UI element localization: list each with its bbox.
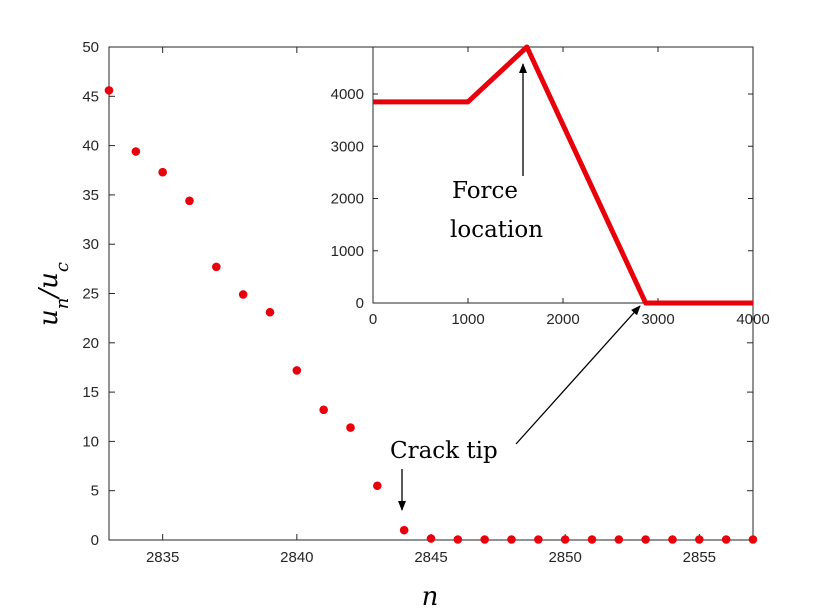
- main-x-axis-label: n: [422, 582, 439, 612]
- main-x-tick-label: 2850: [548, 549, 581, 566]
- data-point: [373, 481, 382, 491]
- data-point: [292, 366, 302, 375]
- main-y-tick-label: 20: [82, 335, 99, 352]
- main-y-tick-label: 30: [82, 236, 99, 253]
- data-point: [668, 535, 677, 544]
- inset-data-line: [373, 44, 753, 306]
- main-y-tick-label: 5: [91, 483, 99, 500]
- data-point: [158, 167, 167, 177]
- data-point: [212, 262, 221, 272]
- inset-x-tick-label: 2000: [546, 311, 579, 328]
- main-y-tick-label: 40: [82, 138, 99, 155]
- data-point: [319, 405, 328, 415]
- data-point: [507, 535, 516, 544]
- data-point: [641, 535, 650, 544]
- inset-y-tick-label: 1000: [331, 243, 364, 260]
- data-point: [104, 86, 114, 95]
- main-x-tick-label: 2840: [280, 549, 313, 566]
- main-x-tick-label: 2845: [414, 549, 447, 566]
- data-point: [453, 535, 463, 544]
- inset-x-tick-label: 3000: [641, 311, 674, 328]
- main-ticks: 2835 2840 2845 2850 2855 0 5 10 15 20 25 30 35 40 45 50: [82, 39, 753, 566]
- main-y-tick-label: 10: [82, 433, 99, 450]
- inset-x-tick-label: 0: [369, 311, 377, 328]
- inset-y-tick-label: 0: [356, 295, 364, 312]
- inset-y-tick-label: 4000: [331, 86, 364, 103]
- inset-plot-frame: [372, 46, 754, 304]
- data-point: [238, 290, 248, 299]
- data-point: [587, 535, 597, 544]
- data-point: [399, 525, 409, 535]
- data-point: [560, 535, 570, 544]
- main-y-tick-label: 25: [82, 286, 99, 303]
- crack-tip-label: Crack tip: [390, 438, 498, 464]
- main-y-tick-label: 0: [91, 532, 99, 549]
- data-point: [695, 535, 704, 544]
- inset-plot: 0 1000 2000 3000 4000 0 1000 2000 3000 4000: [331, 44, 770, 328]
- data-point: [131, 147, 141, 156]
- main-y-axis-label: un/uc: [34, 262, 73, 326]
- data-point: [748, 535, 758, 544]
- data-point: [614, 535, 624, 544]
- data-point: [426, 534, 436, 543]
- inset-y-tick-label: 2000: [331, 191, 364, 208]
- crack-tip-to-inset-arrow: [515, 305, 641, 445]
- data-point: [346, 423, 355, 432]
- main-y-tick-label: 35: [82, 187, 99, 204]
- inset-x-tick-label: 1000: [451, 311, 484, 328]
- main-x-tick-label: 2835: [146, 549, 179, 566]
- main-y-tick-label: 15: [82, 384, 99, 401]
- main-y-tick-label: 45: [82, 88, 99, 105]
- force-location-label-line2: location: [450, 217, 543, 243]
- main-x-tick-label: 2855: [683, 549, 716, 566]
- data-point: [265, 307, 275, 317]
- inset-x-tick-label: 4000: [736, 311, 769, 328]
- inset-y-tick-label: 3000: [331, 138, 364, 155]
- data-point: [721, 535, 731, 544]
- main-data-points: [104, 86, 758, 544]
- force-location-label-line1: Force: [452, 178, 518, 204]
- annotations: Force location Crack tip: [390, 63, 641, 511]
- data-point: [534, 535, 543, 544]
- data-point: [480, 535, 489, 544]
- data-point: [185, 196, 194, 206]
- main-y-tick-label: 50: [82, 39, 99, 56]
